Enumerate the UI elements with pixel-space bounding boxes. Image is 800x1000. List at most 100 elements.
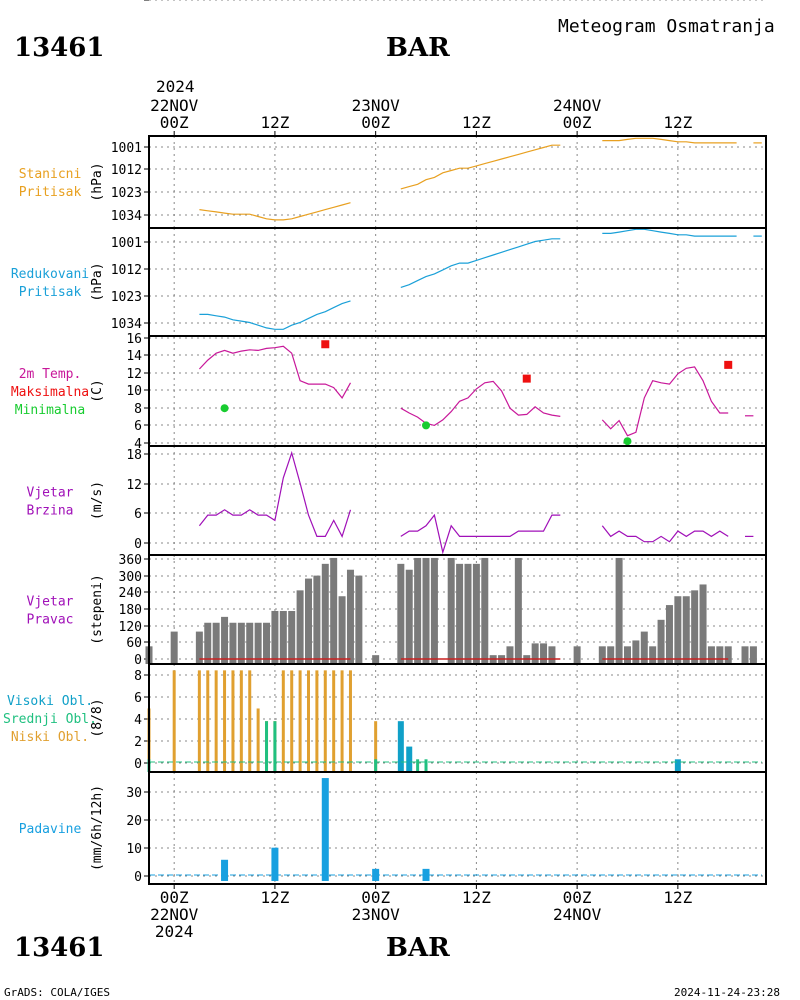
precip-bar [221,859,229,881]
wind_dir-bar [724,646,732,664]
panel-label: Niski Obl. [11,730,89,745]
wind_dir-bar [229,622,237,664]
y-tick-label: 1001 [111,141,142,156]
clouds-bar [340,670,344,772]
time-label-bottom: 00Z [563,888,592,907]
wind_dir-bar [615,557,623,664]
wind_dir-bar [472,563,480,664]
y-tick-label: 10 [126,842,142,857]
wind_dir-bar [397,563,405,664]
wind_dir-bar [674,596,682,664]
clouds-bar [397,721,404,772]
clouds-bar [281,670,285,772]
clouds-bar [239,670,243,772]
time-label-bottom: 12Z [663,888,692,907]
panel-label: Srednji Obl. [3,712,97,727]
time-label-top: 12Z [462,113,491,132]
y-tick-label: 60 [126,636,142,651]
wind_dir-bar [212,622,220,664]
panel-frame [148,227,767,337]
y-tick-label: 1012 [111,263,142,278]
chart-title: Meteogram Osmatranja [558,16,775,37]
time-label-top: 00Z [563,113,592,132]
wind_dir-bar [372,655,380,664]
y-tick-label: 0 [134,653,142,668]
panel-frame [148,771,767,885]
wind_dir-bar [170,631,178,664]
wind_dir-bar [221,616,229,664]
wind_dir-bar [355,575,363,664]
panel-label: Pravac [27,613,74,628]
series-line [400,144,561,190]
clouds-bar [306,670,310,772]
y-axis-unit: (8/8) [90,698,105,737]
y-tick-label: 0 [134,870,142,885]
footer-timestamp: 2024-11-24-23:28 [674,986,780,999]
clouds-bar [424,759,428,772]
y-tick-label: 12 [126,478,142,493]
panel-label: Redukovani [11,267,89,282]
clouds-bar [323,670,327,772]
series-line [602,228,737,237]
clouds-bar [290,670,294,772]
panel-label: Pritisak [19,285,82,300]
time-label-top: 24NOV [553,96,602,115]
wind_dir-bar [195,631,203,664]
panel-label: 2m Temp. [19,367,82,382]
y-tick-label: 4 [134,713,142,728]
wind_dir-bar [531,643,539,664]
clouds-bar [265,721,269,772]
y-tick-label: 1012 [111,163,142,178]
wind_dir-bar [640,631,648,664]
y-tick-label: 1001 [111,236,142,251]
time-label-top: 12Z [260,113,289,132]
station-name-top: BAR [386,33,450,63]
temp-max-marker [522,374,531,383]
station-id-top: 13461 [14,33,104,63]
wind_dir-bar [749,646,757,664]
series-line [198,450,352,538]
time-label-bottom: 2024 [155,922,194,941]
wind_dir-bar [598,646,606,664]
panel-label: Vjetar [27,486,74,501]
y-tick-label: 30 [126,786,142,801]
y-tick-label: 2 [134,735,142,750]
time-label-bottom: 24NOV [553,905,602,924]
wind_dir-bar [607,646,615,664]
wind_dir-bar [514,557,522,664]
y-tick-label: 10 [126,384,142,399]
y-tick-label: 6 [134,691,142,706]
panel-label: Vjetar [27,595,74,610]
panel-label: Maksimalna [11,385,89,400]
time-label-bottom: 22NOV [150,905,199,924]
time-label-top: 12Z [663,113,692,132]
y-tick-label: 180 [119,603,142,618]
y-tick-label: 8 [134,669,142,684]
wind_dir-bar [405,569,413,664]
wind_dir-bar [716,646,724,664]
wind_dir-bar [707,646,715,664]
clouds-bar [206,670,210,772]
clouds-bar [172,670,176,772]
temp-max-marker [724,360,733,369]
y-tick-label: 12 [126,367,142,382]
y-axis-unit: (stepeni) [90,574,105,644]
y-tick-label: 6 [134,507,142,522]
panel-label: Pritisak [19,185,82,200]
y-tick-label: 360 [119,553,142,568]
series-line [601,366,729,437]
wind_dir-bar [691,590,699,664]
wind_dir-bar [279,610,287,664]
clouds-bar [231,670,235,772]
wind_dir-bar [649,646,657,664]
series-line [199,202,351,221]
y-tick-label: 0 [134,757,142,772]
y-tick-label: 1023 [111,186,142,201]
wind_dir-bar [263,622,271,664]
wind_dir-bar [464,563,472,664]
y-axis-unit: (mm/6h/12h) [90,785,105,871]
wind_dir-bar [447,557,455,664]
time-label-top: 00Z [361,113,390,132]
wind_dir-bar [573,646,581,664]
